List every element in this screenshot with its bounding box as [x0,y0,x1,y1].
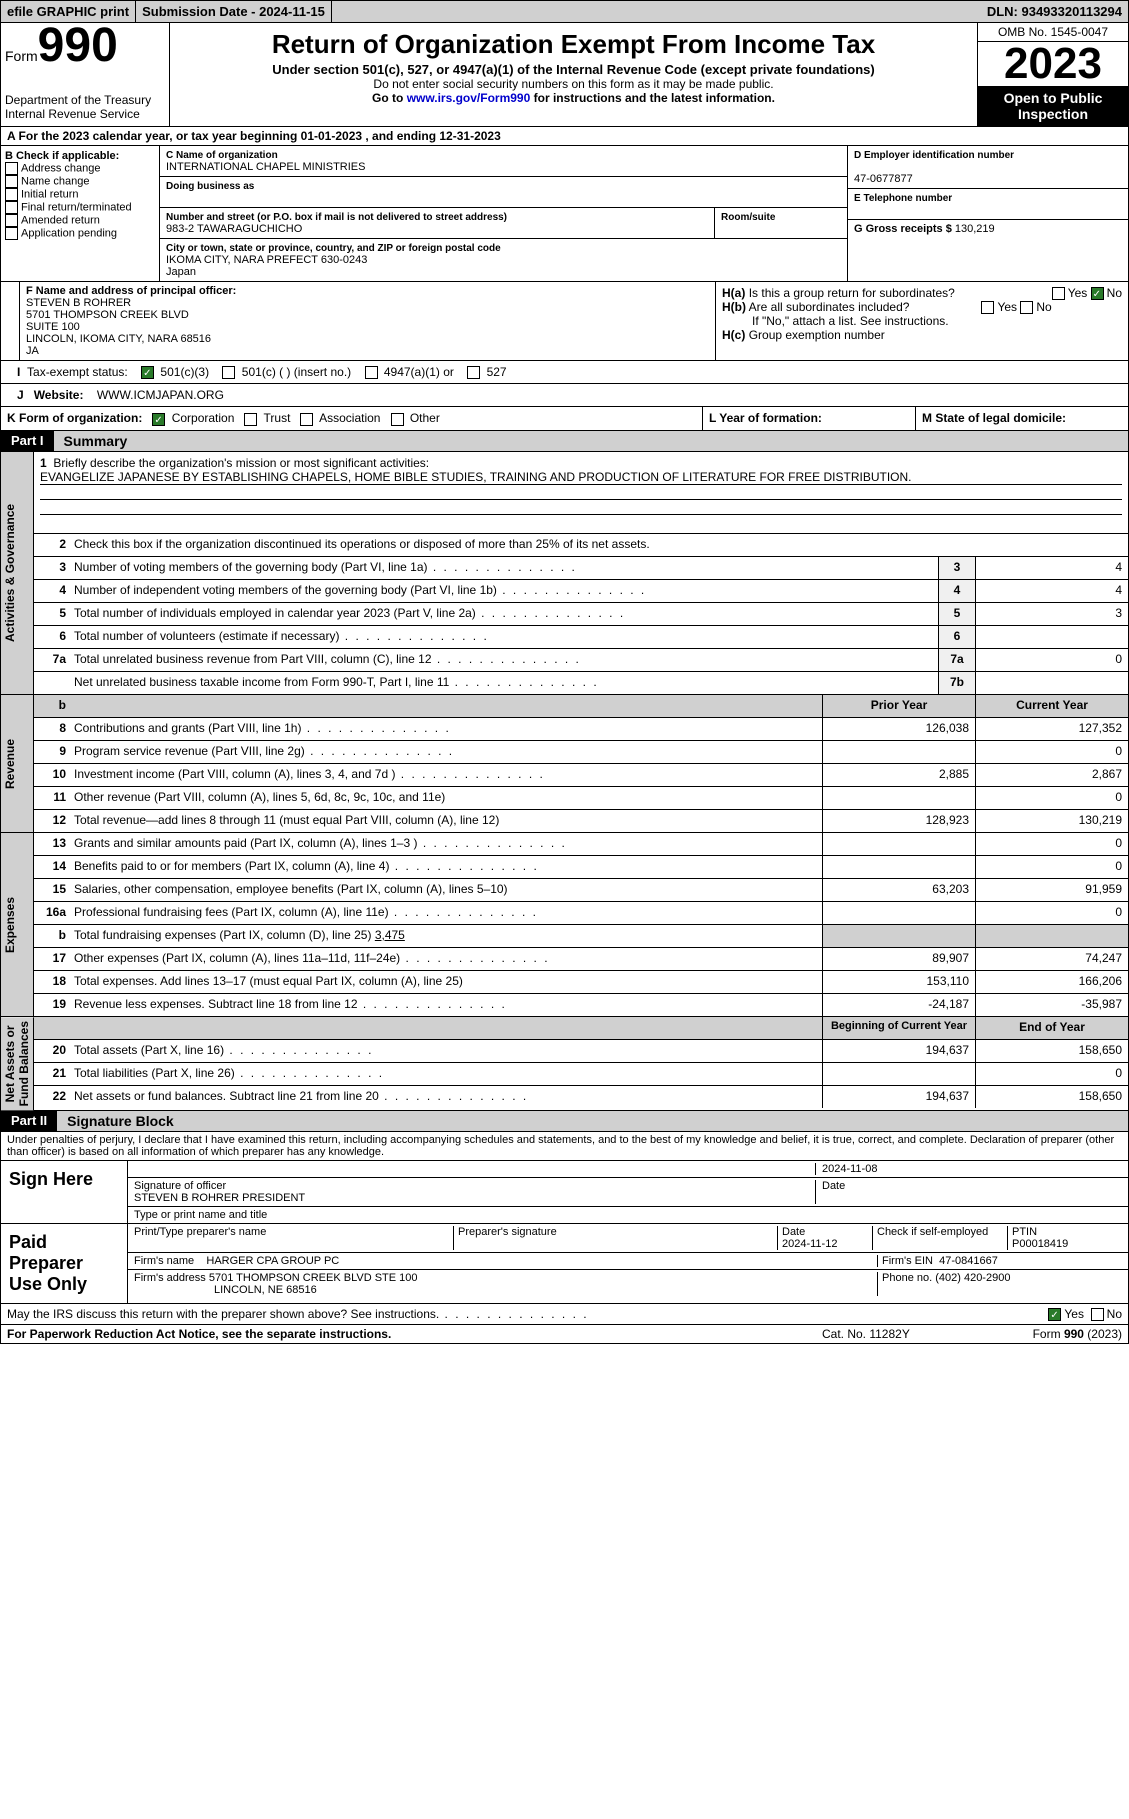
part1-net-assets: Net Assets or Fund Balances Beginning of… [0,1017,1129,1111]
form-title: Return of Organization Exempt From Incom… [176,29,971,60]
section-d: D Employer identification number 47-0677… [848,146,1128,281]
checkbox-ha-yes[interactable] [1052,287,1065,300]
goto-note: Go to www.irs.gov/Form990 for instructio… [176,91,971,105]
sign-here-block: Sign Here 2024-11-08 Signature of office… [0,1161,1129,1304]
form-prefix: Form [5,48,38,64]
inspection-label: Open to Public Inspection [978,86,1128,126]
ssn-note: Do not enter social security numbers on … [176,77,971,91]
form-number: 990 [38,19,118,72]
checkbox-4947[interactable] [365,366,378,379]
val-7a: 0 [975,649,1128,671]
row-i: I Tax-exempt status: 501(c)(3) 501(c) ( … [0,361,1129,384]
checkbox-address-change[interactable] [5,162,18,175]
section-b: B Check if applicable: Address change Na… [1,146,160,281]
checkbox-name-change[interactable] [5,175,18,188]
entity-section: B Check if applicable: Address change Na… [0,146,1129,282]
checkbox-ha-no[interactable] [1091,287,1104,300]
footer: For Paperwork Reduction Act Notice, see … [0,1325,1129,1344]
part1-expenses: Expenses 13Grants and similar amounts pa… [0,833,1129,1017]
checkbox-trust[interactable] [244,413,257,426]
form-number-box: Form990 Department of the Treasury Inter… [1,23,170,126]
tax-year: 2023 [978,42,1128,86]
mission-text: EVANGELIZE JAPANESE BY ESTABLISHING CHAP… [40,470,912,484]
part2-header: Part II Signature Block [0,1111,1129,1132]
officer-section: F Name and address of principal officer:… [0,282,1129,361]
checkbox-527[interactable] [467,366,480,379]
discuss-row: May the IRS discuss this return with the… [0,1304,1129,1325]
part1-revenue: Revenue bPrior YearCurrent Year 8Contrib… [0,695,1129,833]
checkbox-other[interactable] [391,413,404,426]
section-c: C Name of organization INTERNATIONAL CHA… [160,146,848,281]
form-header: Form990 Department of the Treasury Inter… [0,23,1129,127]
val-5: 3 [975,603,1128,625]
checkbox-501c[interactable] [222,366,235,379]
checkbox-hb-no[interactable] [1020,301,1033,314]
val-3: 4 [975,557,1128,579]
ein: 47-0677877 [854,173,913,185]
checkbox-final-return[interactable] [5,201,18,214]
val-6 [975,626,1128,648]
submission-date: Submission Date - 2024-11-15 [136,1,332,22]
form-subtitle: Under section 501(c), 527, or 4947(a)(1)… [176,62,971,77]
checkbox-corp[interactable] [152,413,165,426]
perjury-declaration: Under penalties of perjury, I declare th… [0,1132,1129,1161]
checkbox-discuss-no[interactable] [1091,1308,1104,1321]
row-a-tax-year: A For the 2023 calendar year, or tax yea… [0,127,1129,146]
val-7b [975,672,1128,694]
checkbox-initial-return[interactable] [5,188,18,201]
part1-governance: Activities & Governance 1 Briefly descri… [0,452,1129,695]
checkbox-discuss-yes[interactable] [1048,1308,1061,1321]
row-k: K Form of organization: Corporation Trus… [0,407,1129,430]
year-box: OMB No. 1545-0047 2023 Open to Public In… [977,23,1128,126]
org-name: INTERNATIONAL CHAPEL MINISTRIES [166,161,365,173]
checkbox-assoc[interactable] [300,413,313,426]
gross-receipts: 130,219 [955,223,995,235]
title-box: Return of Organization Exempt From Incom… [170,23,977,126]
part1-header: Part I Summary [0,431,1129,452]
website: WWW.ICMJAPAN.ORG [97,388,224,402]
checkbox-501c3[interactable] [141,366,154,379]
checkbox-hb-yes[interactable] [981,301,994,314]
dln: DLN: 93493320113294 [981,1,1128,22]
checkbox-pending[interactable] [5,227,18,240]
val-4: 4 [975,580,1128,602]
irs-link[interactable]: www.irs.gov/Form990 [407,91,531,105]
city-address: IKOMA CITY, NARA PREFECT 630-0243 Japan [166,254,367,278]
row-j: J Website: WWW.ICMJAPAN.ORG [0,384,1129,407]
dept-label: Department of the Treasury Internal Reve… [5,93,165,121]
checkbox-amended[interactable] [5,214,18,227]
street-address: 983-2 TAWARAGUCHICHO [166,223,302,235]
top-bar: efile GRAPHIC print Submission Date - 20… [0,0,1129,23]
form-990-page: efile GRAPHIC print Submission Date - 20… [0,0,1129,1344]
